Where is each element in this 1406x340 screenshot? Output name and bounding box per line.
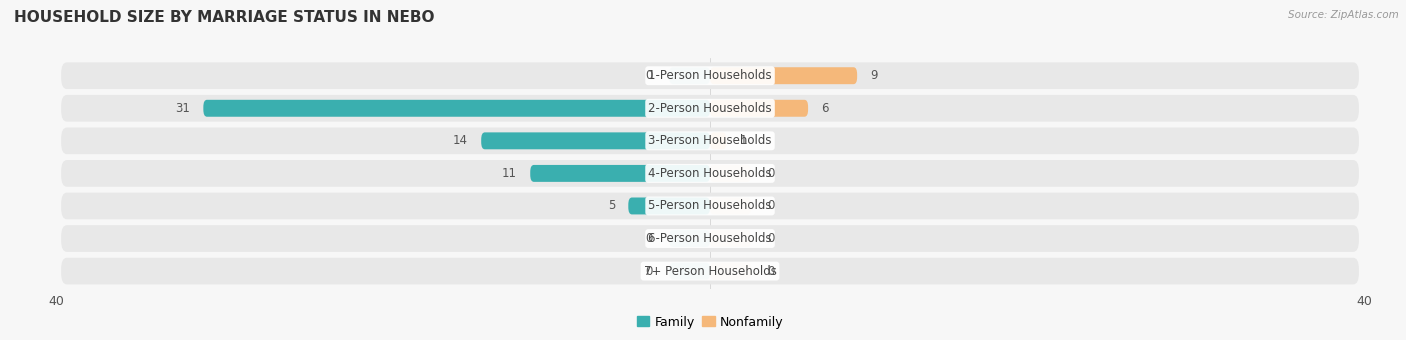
- Text: 0: 0: [768, 265, 775, 277]
- FancyBboxPatch shape: [60, 193, 1360, 219]
- FancyBboxPatch shape: [710, 132, 727, 149]
- Text: 0: 0: [645, 232, 652, 245]
- FancyBboxPatch shape: [710, 198, 751, 215]
- FancyBboxPatch shape: [481, 132, 710, 149]
- FancyBboxPatch shape: [710, 230, 751, 247]
- Text: 0: 0: [768, 232, 775, 245]
- Text: 11: 11: [502, 167, 517, 180]
- FancyBboxPatch shape: [60, 160, 1360, 187]
- Text: 0: 0: [645, 69, 652, 82]
- Text: 1-Person Households: 1-Person Households: [648, 69, 772, 82]
- Text: HOUSEHOLD SIZE BY MARRIAGE STATUS IN NEBO: HOUSEHOLD SIZE BY MARRIAGE STATUS IN NEB…: [14, 10, 434, 25]
- FancyBboxPatch shape: [60, 95, 1360, 122]
- FancyBboxPatch shape: [710, 67, 858, 84]
- Text: Source: ZipAtlas.com: Source: ZipAtlas.com: [1288, 10, 1399, 20]
- Text: 2-Person Households: 2-Person Households: [648, 102, 772, 115]
- FancyBboxPatch shape: [530, 165, 710, 182]
- Text: 0: 0: [768, 167, 775, 180]
- Text: 14: 14: [453, 134, 468, 147]
- FancyBboxPatch shape: [669, 262, 710, 279]
- Text: 3-Person Households: 3-Person Households: [648, 134, 772, 147]
- FancyBboxPatch shape: [628, 198, 710, 215]
- FancyBboxPatch shape: [669, 230, 710, 247]
- FancyBboxPatch shape: [710, 262, 751, 279]
- FancyBboxPatch shape: [60, 258, 1360, 285]
- FancyBboxPatch shape: [669, 67, 710, 84]
- FancyBboxPatch shape: [204, 100, 710, 117]
- Text: 0: 0: [645, 265, 652, 277]
- Text: 31: 31: [176, 102, 190, 115]
- Text: 6: 6: [821, 102, 828, 115]
- Text: 5: 5: [607, 200, 616, 212]
- FancyBboxPatch shape: [710, 100, 808, 117]
- Text: 7+ Person Households: 7+ Person Households: [644, 265, 776, 277]
- Text: 5-Person Households: 5-Person Households: [648, 200, 772, 212]
- FancyBboxPatch shape: [60, 62, 1360, 89]
- Text: 0: 0: [768, 200, 775, 212]
- Text: 6-Person Households: 6-Person Households: [648, 232, 772, 245]
- FancyBboxPatch shape: [60, 128, 1360, 154]
- Text: 9: 9: [870, 69, 877, 82]
- Legend: Family, Nonfamily: Family, Nonfamily: [631, 311, 789, 334]
- FancyBboxPatch shape: [60, 225, 1360, 252]
- Text: 4-Person Households: 4-Person Households: [648, 167, 772, 180]
- FancyBboxPatch shape: [710, 165, 751, 182]
- Text: 1: 1: [740, 134, 747, 147]
